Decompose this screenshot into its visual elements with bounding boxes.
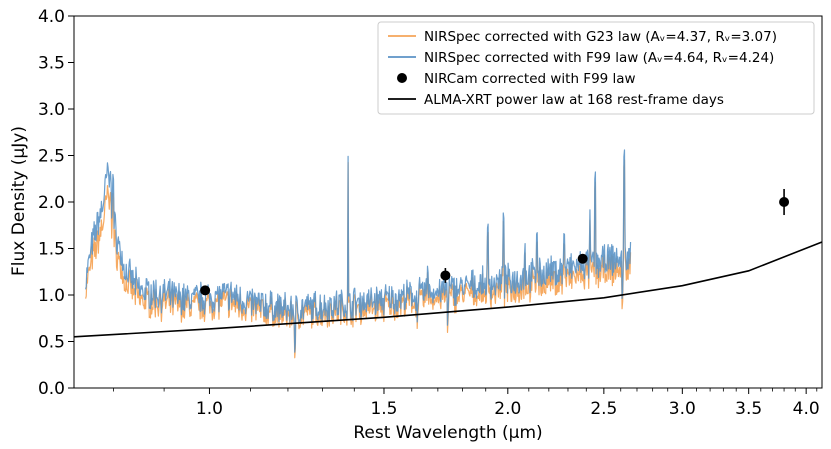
y-tick-label: 0.0 — [38, 379, 65, 399]
x-axis-label: Rest Wavelength (µm) — [353, 423, 542, 443]
y-tick-label: 4.0 — [38, 7, 65, 27]
x-tick-label: 3.0 — [669, 399, 696, 419]
y-tick-label: 2.5 — [38, 147, 65, 167]
x-tick-label: 4.0 — [793, 399, 820, 419]
y-axis-label: Flux Density (µJy) — [9, 126, 29, 276]
y-tick-label: 2.0 — [38, 193, 65, 213]
x-tick-label: 1.5 — [370, 399, 397, 419]
x-tick-label: 2.5 — [590, 399, 617, 419]
spectrum-line-f99 — [85, 149, 632, 353]
power-law-line — [73, 241, 823, 338]
legend-label: ALMA-XRT power law at 168 rest-frame day… — [424, 92, 724, 108]
legend-label: NIRCam corrected with F99 law — [424, 71, 636, 87]
legend-swatch-marker — [397, 73, 407, 83]
y-tick-label: 1.5 — [38, 240, 65, 260]
nircam-point-3 — [577, 253, 588, 264]
legend-label: NIRSpec corrected with F99 law (Aᵥ=4.64,… — [424, 50, 774, 66]
legend-box — [377, 21, 815, 115]
y-tick-label: 3.0 — [38, 100, 65, 120]
legend: NIRSpec corrected with G23 law (Aᵥ=4.37,… — [377, 21, 815, 115]
x-tick-label: 3.5 — [735, 399, 762, 419]
y-tick-label: 3.5 — [38, 54, 65, 74]
y-tick-label: 0.5 — [38, 333, 65, 353]
plot-area — [73, 149, 823, 359]
y-tick-label: 1.0 — [38, 286, 65, 306]
spectrum-line-g23 — [85, 159, 632, 359]
x-tick-label: 1.0 — [196, 399, 223, 419]
nircam-point-4 — [779, 197, 790, 207]
x-tick-label: 2.0 — [494, 399, 521, 419]
legend-label: NIRSpec corrected with G23 law (Aᵥ=4.37,… — [424, 29, 777, 45]
axes: 0.0 0.5 1.0 1.5 2.0 2.5 3.0 3.5 4.0 1.0 1.5 2.0 2.5 3… — [38, 7, 823, 419]
nircam-point-2 — [440, 270, 451, 281]
nircam-point-1 — [200, 285, 211, 296]
